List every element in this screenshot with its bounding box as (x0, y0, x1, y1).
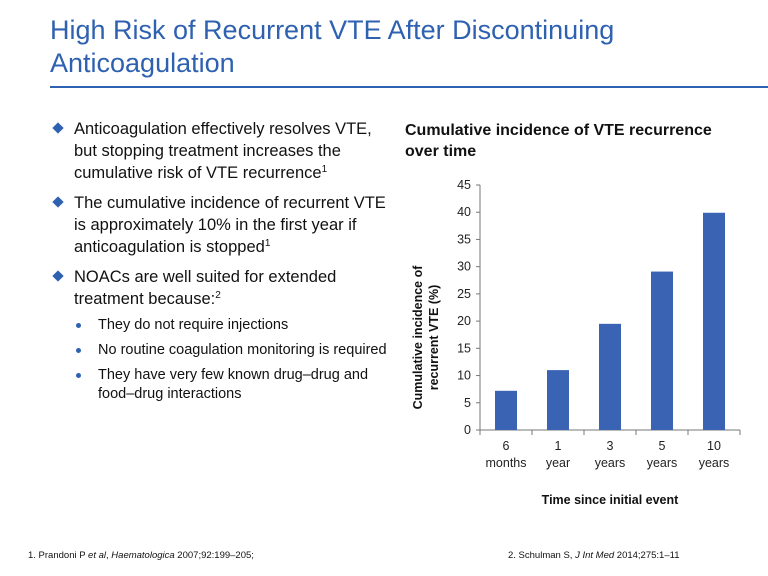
bullet-3: NOACs are well suited for extended treat… (50, 266, 390, 310)
x-tick-label: 6 (503, 439, 510, 453)
footnote-ref-1: 1. Prandoni P et al, Haematologica 2007;… (28, 550, 254, 561)
bullet-2-ref: 1 (264, 238, 271, 249)
slide-title: High Risk of Recurrent VTE After Discont… (50, 15, 615, 78)
sub-bullet-1: They do not require injections (50, 316, 390, 335)
bullet-2-text: The cumulative incidence of recurrent VT… (74, 194, 386, 256)
sub-bullet-1-text: They do not require injections (98, 317, 289, 333)
x-tick-label: 3 (607, 439, 614, 453)
x-tick-label-unit: years (699, 456, 730, 470)
sub-bullet-3: They have very few known drug–drug and f… (50, 366, 390, 404)
bar (547, 370, 569, 430)
footnote-1-journal: Haematologica (111, 550, 175, 561)
y-tick-label: 45 (457, 178, 471, 192)
y-tick-label: 15 (457, 341, 471, 355)
footnote-1-pre: 1. Prandoni P (28, 550, 89, 561)
sub-bullet-3-text: They have very few known drug–drug and f… (98, 367, 369, 402)
diamond-bullet-icon (52, 196, 64, 208)
y-tick-label: 40 (457, 205, 471, 219)
x-tick-label-unit: years (595, 456, 626, 470)
x-tick-label-unit: months (486, 456, 527, 470)
bar (651, 271, 673, 430)
y-axis-title-line-1: Cumulative incidence of (411, 265, 425, 410)
bullet-1: Anticoagulation effectively resolves VTE… (50, 118, 390, 184)
y-tick-label: 30 (457, 260, 471, 274)
chart-title: Cumulative incidence of VTE recurrence o… (405, 122, 712, 160)
footnote-1-post: 2007;92:199–205; (174, 550, 254, 561)
y-tick-label: 25 (457, 287, 471, 301)
bar (703, 212, 725, 430)
sub-bullet-2-text: No routine coagulation monitoring is req… (98, 342, 387, 358)
footnote-ref-2: 2. Schulman S, J Int Med 2014;275:1–11 (508, 550, 679, 561)
y-tick-label: 10 (457, 369, 471, 383)
bar-chart: 0 5 10 15 20 25 30 35 40 45 6 months 1 year 3 years 5 yea… (411, 178, 741, 507)
bar (495, 390, 517, 430)
footnote-1-etal: et al (88, 550, 107, 561)
x-tick-label: 10 (707, 439, 721, 453)
bullet-list: Anticoagulation effectively resolves VTE… (50, 118, 390, 410)
footnote-2-journal: J Int Med (575, 550, 615, 561)
title-divider (50, 86, 768, 88)
x-axis-title: Time since initial event (542, 493, 679, 507)
x-tick-label-unit: year (546, 456, 570, 470)
bullet-1-ref: 1 (321, 164, 328, 175)
sub-bullet-2: No routine coagulation monitoring is req… (50, 341, 390, 360)
dot-bullet-icon (76, 348, 81, 353)
x-tick-label-unit: years (647, 456, 678, 470)
y-tick-label: 5 (464, 396, 471, 410)
bullet-3-text: NOACs are well suited for extended treat… (74, 268, 337, 308)
bullet-3-ref: 2 (215, 290, 221, 301)
diamond-bullet-icon (52, 270, 64, 282)
footnote-2-pre: 2. Schulman S, (508, 550, 576, 561)
bullet-2: The cumulative incidence of recurrent VT… (50, 192, 390, 258)
footnote-2-post: 2014;275:1–11 (614, 550, 680, 561)
x-tick-label: 1 (555, 439, 562, 453)
bar (599, 323, 621, 430)
footnote-1-mid: , (106, 550, 112, 561)
y-tick-label: 0 (464, 423, 471, 437)
y-tick-label: 35 (457, 232, 471, 246)
diamond-bullet-icon (52, 122, 64, 134)
y-axis-title-line-2: recurrent VTE (%) (427, 285, 441, 391)
y-tick-label: 20 (457, 314, 471, 328)
dot-bullet-icon (76, 323, 81, 328)
x-tick-label: 5 (659, 439, 666, 453)
bullet-1-text: Anticoagulation effectively resolves VTE… (74, 120, 372, 182)
dot-bullet-icon (76, 373, 81, 378)
